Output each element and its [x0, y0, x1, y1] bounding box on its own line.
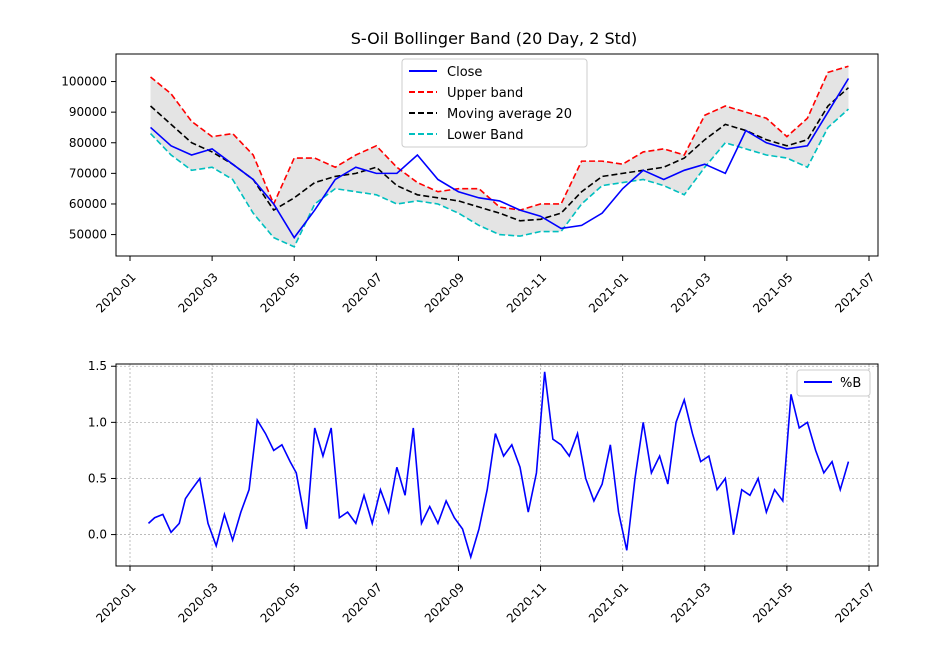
x-tick-label: 2020-05 [258, 580, 303, 625]
y-tick-label: 90000 [69, 105, 107, 119]
y-tick-label: 60000 [69, 197, 107, 211]
legend-label: Moving average 20 [447, 107, 572, 122]
y-tick-label: 0.0 [88, 528, 107, 542]
x-tick-label: 2020-01 [93, 580, 138, 625]
legend-label: Lower Band [447, 128, 523, 143]
x-tick-label: 2021-05 [750, 270, 795, 315]
x-tick-label: 2021-07 [832, 580, 877, 625]
x-tick-label: 2020-03 [175, 580, 220, 625]
bottom-plot-frame [115, 363, 879, 567]
y-tick-label: 100000 [61, 75, 107, 89]
bollinger-band-fill [150, 66, 849, 247]
x-tick-label: 2020-03 [175, 270, 220, 315]
legend-label: Upper band [447, 86, 523, 101]
x-tick-label: 2021-01 [586, 580, 631, 625]
series-line-close [149, 78, 850, 240]
x-tick-label: 2020-01 [93, 270, 138, 315]
x-tick-label: 2021-07 [832, 270, 877, 315]
top-plot-frame [115, 53, 879, 257]
series-line-upper-band [150, 65, 849, 211]
x-tick-label: 2020-09 [422, 270, 467, 315]
series-line-percent-b [147, 371, 850, 560]
y-tick-label: 80000 [69, 136, 107, 150]
x-tick-label: 2020-07 [340, 270, 385, 315]
x-tick-label: 2020-09 [422, 580, 467, 625]
legend-label: Close [447, 65, 482, 80]
x-tick-label: 2021-05 [750, 580, 795, 625]
top-legend: Close Upper band Moving average 20 Lower Ba… [401, 58, 588, 148]
x-tick-label: 2021-03 [668, 580, 713, 625]
chart-title: S-Oil Bollinger Band (20 Day, 2 Std) [351, 29, 638, 48]
legend-box-bottom [796, 369, 871, 397]
bollinger-chart: S-Oil Bollinger Band (20 Day, 2 Std) 202… [61, 29, 879, 315]
x-tick-label: 2020-11 [504, 270, 549, 315]
x-tick-label: 2021-03 [668, 270, 713, 315]
y-tick-label: 0.5 [88, 471, 107, 485]
y-tick-label: 1.5 [88, 359, 107, 373]
y-tick-label: 70000 [69, 166, 107, 180]
y-tick-label: 50000 [69, 228, 107, 242]
x-tick-label: 2021-01 [586, 270, 631, 315]
x-tick-label: 2020-07 [340, 580, 385, 625]
bottom-legend: %B [796, 369, 871, 397]
series-line-lower-band [149, 108, 850, 248]
x-tick-label: 2020-05 [258, 270, 303, 315]
x-tick-label: 2020-11 [504, 580, 549, 625]
legend-label-percent-b: %B [840, 376, 861, 391]
legend-box [401, 58, 588, 148]
percent-b-chart: 2020-01 2020-03 2020-05 2020-07 2020-09 2020-… [88, 359, 879, 625]
y-tick-label: 1.0 [88, 415, 107, 429]
series-line-moving-average-20 [149, 87, 850, 222]
